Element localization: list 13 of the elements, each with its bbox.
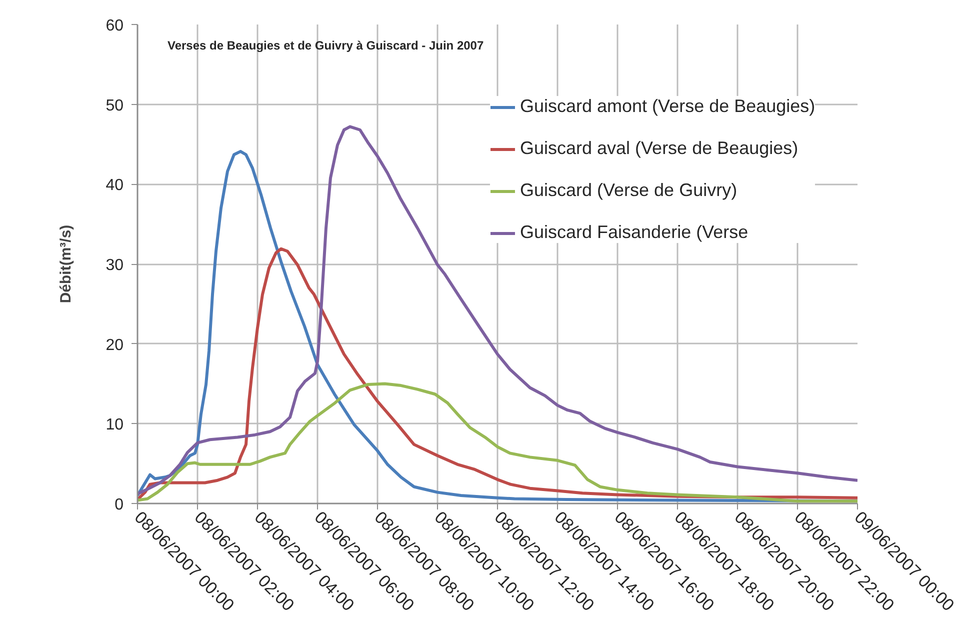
y-axis-title: Débit(m³/s) <box>58 224 75 304</box>
y-tick-label: 20 <box>106 336 124 354</box>
legend-label: Guiscard (Verse de Guivry) <box>520 180 738 201</box>
y-tick-label: 30 <box>106 257 124 274</box>
y-tick-label: 0 <box>114 496 124 514</box>
y-tick-label: 40 <box>106 177 124 194</box>
legend-label: Guiscard amont (Verse de Beaugies) <box>520 96 816 117</box>
legend-label: Guiscard aval (Verse de Beaugies) <box>520 138 798 159</box>
y-tick-label: 10 <box>106 416 124 434</box>
y-tick-label: 50 <box>106 97 124 114</box>
legend-label: Guiscard Faisanderie (Verse <box>520 222 748 243</box>
text: Verses de Beaugies et de Guivry à Guiscard - Juin 2007 <box>168 38 484 52</box>
y-tick-label: 60 <box>106 18 124 34</box>
